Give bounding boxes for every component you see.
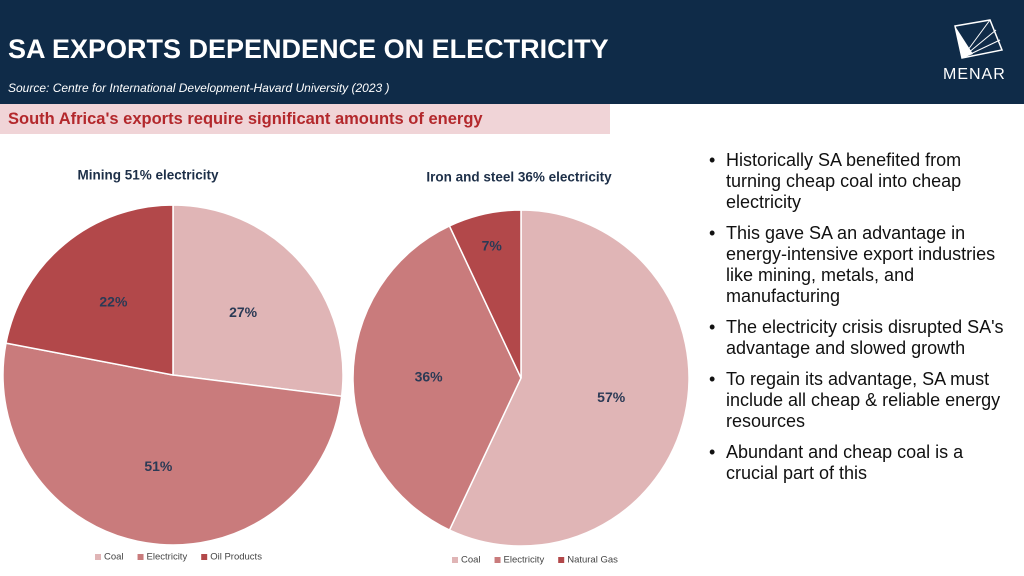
logo-icon xyxy=(954,19,1004,59)
legend-label: Coal xyxy=(461,555,481,566)
pie-slice xyxy=(5,204,174,376)
legend-swatch xyxy=(494,557,501,563)
legend-label: Coal xyxy=(104,552,124,563)
legend-swatch xyxy=(558,557,565,563)
chart-title: Iron and steel 36% electricity xyxy=(426,170,612,185)
slide-title: SA EXPORTS DEPENDENCE ON ELECTRICITY xyxy=(8,34,609,64)
bullet: The electricity crisis disrupted SA's ad… xyxy=(707,317,1012,359)
legend-label: Natural Gas xyxy=(567,555,618,566)
legend-swatch xyxy=(137,554,144,560)
pie-slice xyxy=(2,342,343,546)
legend-swatch xyxy=(95,554,101,560)
pie-slice xyxy=(352,224,522,532)
data-label: 57% xyxy=(597,389,626,405)
banner: South Africa's exports require significa… xyxy=(0,104,610,134)
source-note: Source: Centre for International Develop… xyxy=(8,81,390,95)
bullet: Abundant and cheap coal is a crucial par… xyxy=(707,442,1012,484)
legend-label: Electricity xyxy=(504,555,545,566)
bullet: This gave SA an advantage in energy-inte… xyxy=(707,223,1012,307)
legend-swatch xyxy=(452,557,458,563)
data-label: 22% xyxy=(99,294,128,310)
bullet-list: Historically SA benefited from turning c… xyxy=(707,150,1012,494)
pie-slice xyxy=(172,204,344,398)
chart-title: Mining 51% electricity xyxy=(77,168,219,183)
pie-slice xyxy=(448,209,522,379)
banner-text: South Africa's exports require significa… xyxy=(8,110,483,128)
data-label: 7% xyxy=(482,238,503,254)
charts: Mining 51% electricity 27% 51% 22% Coal Elect… xyxy=(2,168,690,566)
bullet: Historically SA benefited from turning c… xyxy=(707,150,1012,213)
data-label: 27% xyxy=(229,304,258,320)
data-label: 36% xyxy=(415,369,444,385)
logo-text: MENAR xyxy=(943,66,1006,83)
legend-label: Oil Products xyxy=(210,552,262,563)
pie-slice xyxy=(448,209,690,547)
legend-swatch xyxy=(201,554,208,560)
legend-label: Electricity xyxy=(147,552,188,563)
bullet: To regain its advantage, SA must include… xyxy=(707,369,1012,432)
header: SA EXPORTS DEPENDENCE ON ELECTRICITY Sou… xyxy=(0,0,1024,104)
data-label: 51% xyxy=(144,458,173,474)
